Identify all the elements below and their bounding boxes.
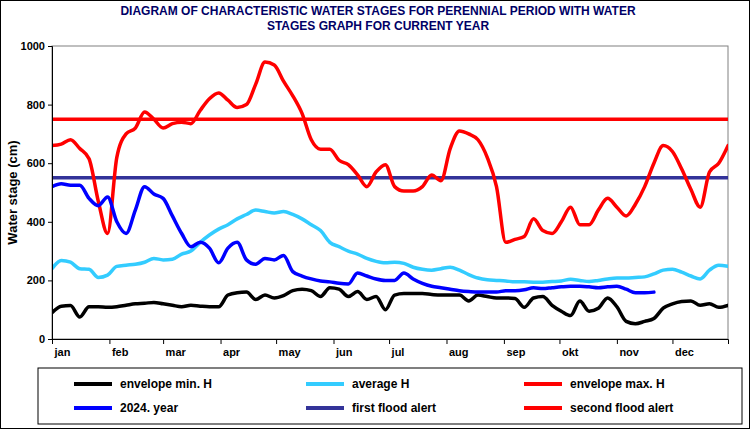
y-tick-label: 200 (27, 274, 45, 286)
y-tick-mark (48, 339, 52, 340)
legend-swatch (74, 406, 112, 410)
y-tick-label: 0 (39, 333, 45, 345)
x-tick: aug (447, 339, 469, 358)
legend: envelope min. H average H envelope max. H 2… (38, 368, 742, 424)
x-tick-label: nov (619, 346, 639, 358)
y-tick-mark (48, 280, 52, 281)
y-tick-label: 1000 (21, 40, 45, 52)
y-tick-mark (48, 222, 52, 223)
x-tick-mark (504, 339, 505, 344)
legend-box (38, 368, 742, 424)
y-axis-line (48, 47, 53, 340)
x-tick-mark (389, 339, 390, 344)
series-line (52, 288, 728, 324)
y-tick-label: 800 (27, 99, 45, 111)
legend-label: first flood alert (352, 401, 436, 415)
y-axis: 0 200 400 600 800 1000 (21, 40, 53, 345)
x-axis-line (53, 340, 729, 345)
chart: DIAGRAM OF CHARACTERISTIC WATER STAGES F… (0, 0, 750, 429)
x-tick-label: mar (166, 346, 187, 358)
x-tick: mar (164, 339, 187, 358)
x-tick: jun (334, 339, 353, 358)
y-tick: 0 (39, 333, 52, 345)
x-tick-mark (163, 339, 164, 344)
x-tick-label: sep (506, 346, 525, 358)
x-tick: nov (617, 339, 639, 358)
series-line (52, 184, 654, 293)
series-line (52, 210, 728, 282)
plot-area (52, 62, 728, 324)
y-tick-label: 600 (27, 157, 45, 169)
legend-swatch (524, 382, 562, 386)
x-tick: dec (673, 339, 694, 358)
plot-frame (52, 46, 728, 339)
title: DIAGRAM OF CHARACTERISTIC WATER STAGES F… (120, 4, 635, 18)
x-tick-mark (221, 339, 222, 344)
y-axis-title: Water stage (cm) (5, 140, 20, 244)
x-tick-label: jan (54, 346, 71, 358)
y-tick-mark (48, 163, 52, 164)
x-tick: jan (53, 339, 71, 358)
legend-swatch (524, 406, 562, 410)
x-tick-mark (672, 339, 673, 344)
background (1, 1, 750, 429)
legend-swatch (306, 382, 344, 386)
x-tick-label: dec (675, 346, 694, 358)
x-tick-mark (446, 339, 447, 344)
y-tick-label: 400 (27, 216, 45, 228)
x-tick-label: jul (391, 346, 405, 358)
x-tick-label: jun (335, 346, 353, 358)
x-tick: apr (221, 339, 241, 358)
legend-label: second flood alert (570, 401, 673, 415)
x-tick: okt (560, 339, 579, 358)
x-tick-label: apr (223, 346, 241, 358)
legend-swatch (306, 406, 344, 410)
x-axis: jan feb mar apr may jun jul aug sep okt nov dec (53, 339, 729, 358)
x-tick-mark (617, 339, 618, 344)
y-tick: 200 (27, 274, 52, 286)
x-tick-mark (276, 339, 277, 344)
x-tick: may (277, 339, 302, 358)
x-tick-label: aug (449, 346, 469, 358)
x-tick-mark (334, 339, 335, 344)
x-tick: feb (110, 339, 129, 358)
y-tick-mark (48, 105, 52, 106)
x-tick-mark (109, 339, 110, 344)
legend-label: average H (352, 377, 409, 391)
x-tick-mark (559, 339, 560, 344)
y-tick-mark (48, 46, 52, 47)
y-tick: 600 (27, 157, 52, 169)
x-tick: jul (390, 339, 405, 358)
y-tick: 400 (27, 216, 52, 228)
x-tick: sep (504, 339, 525, 358)
series-line (52, 62, 728, 242)
legend-label: envelope min. H (120, 377, 212, 391)
y-tick: 1000 (21, 40, 52, 52)
x-tick-label: may (279, 346, 302, 358)
title: STAGES GRAPH FOR CURRENT YEAR (267, 19, 490, 33)
legend-swatch (74, 382, 112, 386)
x-tick-label: okt (562, 346, 579, 358)
legend-label: 2024. year (120, 401, 178, 415)
x-tick-label: feb (112, 346, 129, 358)
legend-label: envelope max. H (570, 377, 665, 391)
y-tick: 800 (27, 99, 52, 111)
